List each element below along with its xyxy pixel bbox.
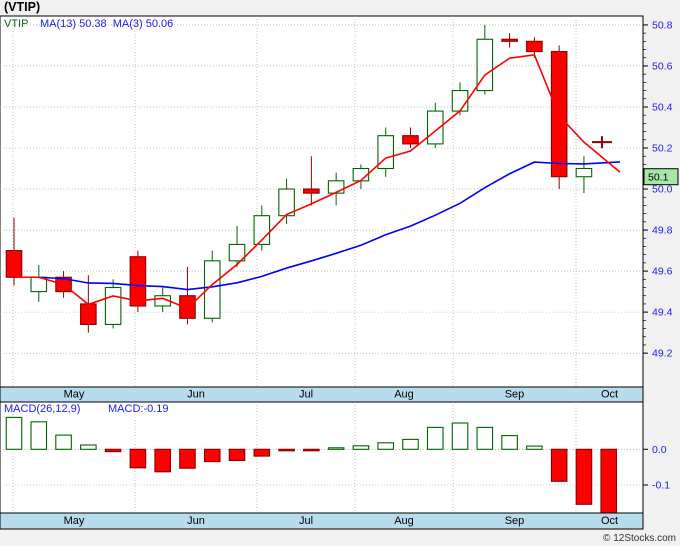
svg-text:50.4: 50.4 [652,101,673,113]
svg-text:May: May [64,515,85,527]
svg-text:Oct: Oct [601,515,618,527]
svg-text:Jul: Jul [299,515,313,527]
svg-text:Aug: Aug [394,389,414,401]
svg-text:MA(13) 50.38 MA(3) 50.06: MA(13) 50.38 MA(3) 50.06 [40,18,173,30]
svg-text:Jul: Jul [299,389,313,401]
svg-text:Jun: Jun [187,515,205,527]
svg-text:49.6: 49.6 [652,266,673,278]
svg-text:VTIP: VTIP [4,18,28,30]
svg-text:Aug: Aug [394,515,414,527]
svg-text:50.8: 50.8 [652,19,673,31]
svg-text:49.8: 49.8 [652,225,673,237]
svg-text:May: May [64,389,85,401]
svg-text:Sep: Sep [505,389,525,401]
svg-text:Jun: Jun [187,389,205,401]
svg-text:50.6: 50.6 [652,60,673,72]
svg-text:-0.1: -0.1 [652,480,670,492]
svg-text:50.1: 50.1 [648,172,669,184]
svg-text:49.2: 49.2 [652,348,673,360]
svg-text:Sep: Sep [505,515,525,527]
svg-text:0.0: 0.0 [652,444,667,456]
svg-text:Oct: Oct [601,389,618,401]
svg-text:MACD:-0.19: MACD:-0.19 [108,403,169,415]
svg-text:MACD(26,12,9): MACD(26,12,9) [4,403,80,415]
svg-text:(VTIP): (VTIP) [4,0,40,14]
svg-text:50.2: 50.2 [652,143,673,155]
svg-text:© 12Stocks.com: © 12Stocks.com [603,533,676,544]
svg-text:50.0: 50.0 [652,184,673,196]
svg-text:49.4: 49.4 [652,307,673,319]
